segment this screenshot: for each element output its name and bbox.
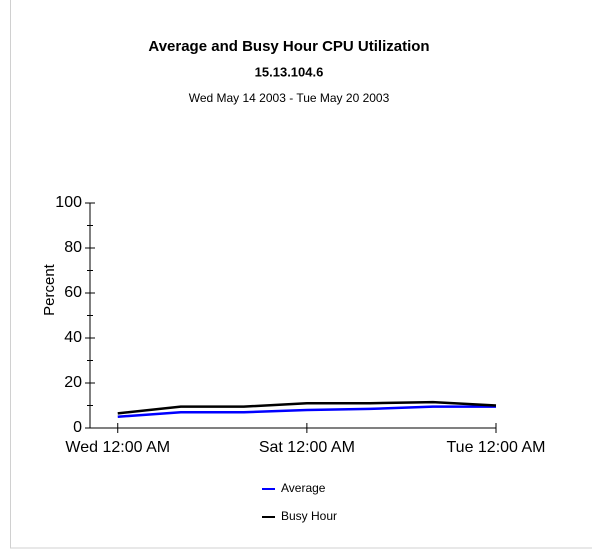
legend-label: Average — [281, 481, 326, 495]
x-tick-label: Tue 12:00 AM — [446, 439, 545, 456]
y-tick-label: 80 — [64, 239, 82, 256]
series-line — [117, 400, 497, 415]
chart-title: Average and Busy Hour CPU Utilization — [148, 38, 429, 55]
series-line — [117, 405, 496, 418]
y-tick-label: 0 — [73, 419, 82, 436]
date-range: Wed May 14 2003 - Tue May 20 2003 — [189, 91, 390, 105]
frame — [10, 0, 592, 549]
x-tick-label: Wed 12:00 AM — [65, 439, 170, 456]
chart-subtitle: 15.13.104.6 — [255, 64, 324, 79]
y-tick-label: 20 — [64, 374, 82, 391]
x-tick-label: Sat 12:00 AM — [259, 439, 355, 456]
y-tick-label: 100 — [55, 194, 82, 211]
y-tick-label: 60 — [64, 284, 82, 301]
y-axis-label: Percent — [41, 263, 58, 316]
y-tick-label: 40 — [64, 329, 82, 346]
legend-label: Busy Hour — [281, 509, 337, 523]
